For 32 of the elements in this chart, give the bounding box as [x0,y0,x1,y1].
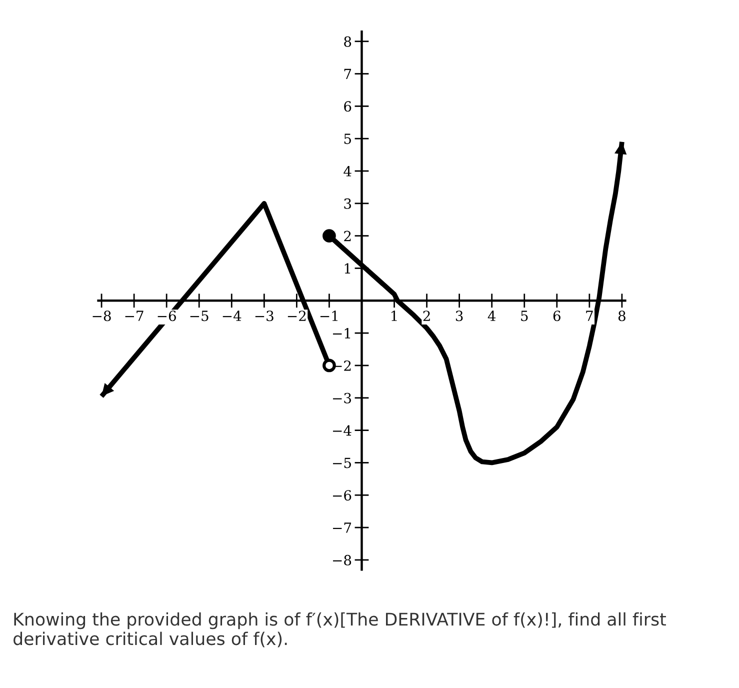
x-tick-label: −2 [288,310,306,321]
y-tick-label: −8 [333,554,352,566]
x-tick-label: −5 [190,310,208,322]
y-tick-label: 7 [344,68,352,80]
text: Knowing the provided graph is of f′(x)[The DERIVATIVE of f(x)!], find all first derivative critical values of f(x). [14,612,666,648]
y-tick-label: 8 [344,36,352,47]
y-tick-label: 2 [344,230,351,242]
y-tick-label: 3 [344,198,351,209]
y-tick-label: −7 [333,522,352,533]
x-tick-label: 3 [456,310,463,322]
y-tick-label: 4 [344,166,352,176]
y-tick-label: −4 [333,425,352,436]
y-tick-label: −3 [333,392,351,404]
x-tick-label: −3 [255,310,274,322]
x-tick-label: 6 [553,310,560,322]
x-tick-label: 2 [423,310,430,321]
x-tick-label: −6 [158,310,176,322]
y-tick-label: −6 [333,490,352,501]
x-tick-label: −7 [125,310,144,321]
x-tick-label: −1 [320,310,338,321]
x-tick-label: 8 [618,310,626,322]
x-tick-label: −4 [222,310,242,321]
y-tick-label: −5 [333,458,351,468]
x-tick-label: 1 [392,310,397,321]
y-tick-label: 6 [344,101,352,112]
y-tick-label: 5 [344,134,351,144]
x-tick-label: 4 [488,310,496,321]
x-tick-label: 5 [521,310,528,322]
y-tick-label: −1 [333,328,350,338]
x-tick-label: −8 [92,310,111,322]
y-tick-label: 1 [344,263,350,274]
x-tick-label: 7 [586,310,593,321]
